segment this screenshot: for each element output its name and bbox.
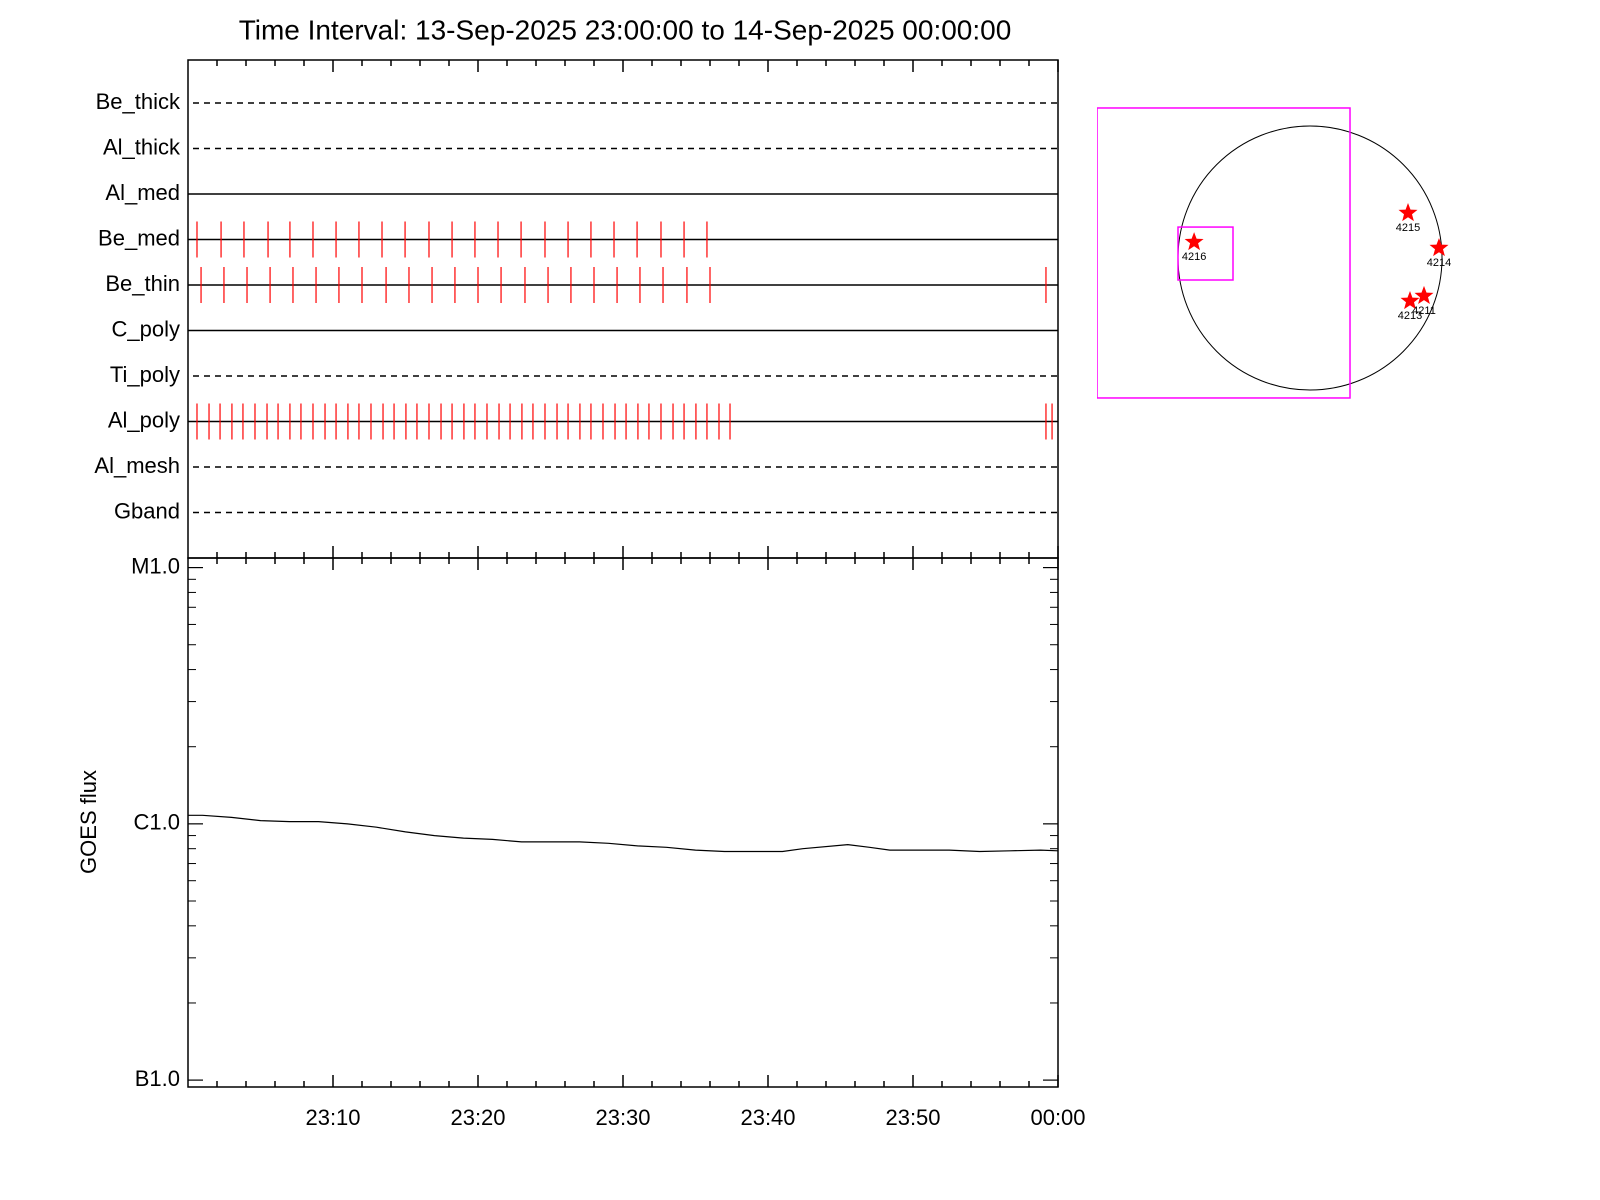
timeline-frame	[187, 59, 1059, 559]
row-label: Al_thick	[103, 134, 181, 159]
x-tick-label: 23:50	[885, 1105, 940, 1130]
x-tick-label: 23:30	[595, 1105, 650, 1130]
goes-curve	[188, 814, 1059, 853]
row-label: Be_thick	[96, 89, 181, 114]
active-region	[1398, 203, 1418, 222]
row-label: Be_med	[98, 225, 180, 250]
x-tick-label: 00:00	[1030, 1105, 1085, 1130]
active-region	[1184, 232, 1204, 251]
x-tick-label: 23:20	[450, 1105, 505, 1130]
region-label: 4213	[1398, 310, 1422, 322]
row-label: Be_thin	[105, 271, 180, 296]
chart-title: Time Interval: 13-Sep-2025 23:00:00 to 1…	[239, 14, 1012, 45]
pointing-box	[1177, 226, 1234, 281]
x-tick-label: 23:40	[740, 1105, 795, 1130]
row-label: C_poly	[112, 316, 180, 341]
active-region	[1429, 238, 1449, 257]
row-label: Al_mesh	[94, 453, 180, 478]
goes-frame	[187, 557, 1059, 1088]
region-label: 4211	[1412, 305, 1436, 317]
row-label: Gband	[114, 498, 180, 523]
active-region	[1414, 285, 1434, 304]
active-region	[1400, 291, 1420, 310]
pointing-box	[1097, 107, 1351, 399]
y-tick-label: M1.0	[131, 553, 180, 578]
y-axis-label: GOES flux	[76, 770, 101, 874]
region-label: 4215	[1396, 222, 1420, 234]
region-label: 4214	[1427, 257, 1451, 269]
x-tick-label: 23:10	[305, 1105, 360, 1130]
y-tick-label: B1.0	[135, 1066, 180, 1091]
row-label: Ti_poly	[110, 362, 180, 387]
row-label: Al_med	[105, 180, 180, 205]
region-label: 4216	[1182, 251, 1206, 263]
map-group	[1097, 107, 1351, 399]
solar-disk	[1177, 125, 1443, 391]
y-tick-label: C1.0	[134, 810, 180, 835]
row-label: Al_poly	[108, 407, 180, 432]
